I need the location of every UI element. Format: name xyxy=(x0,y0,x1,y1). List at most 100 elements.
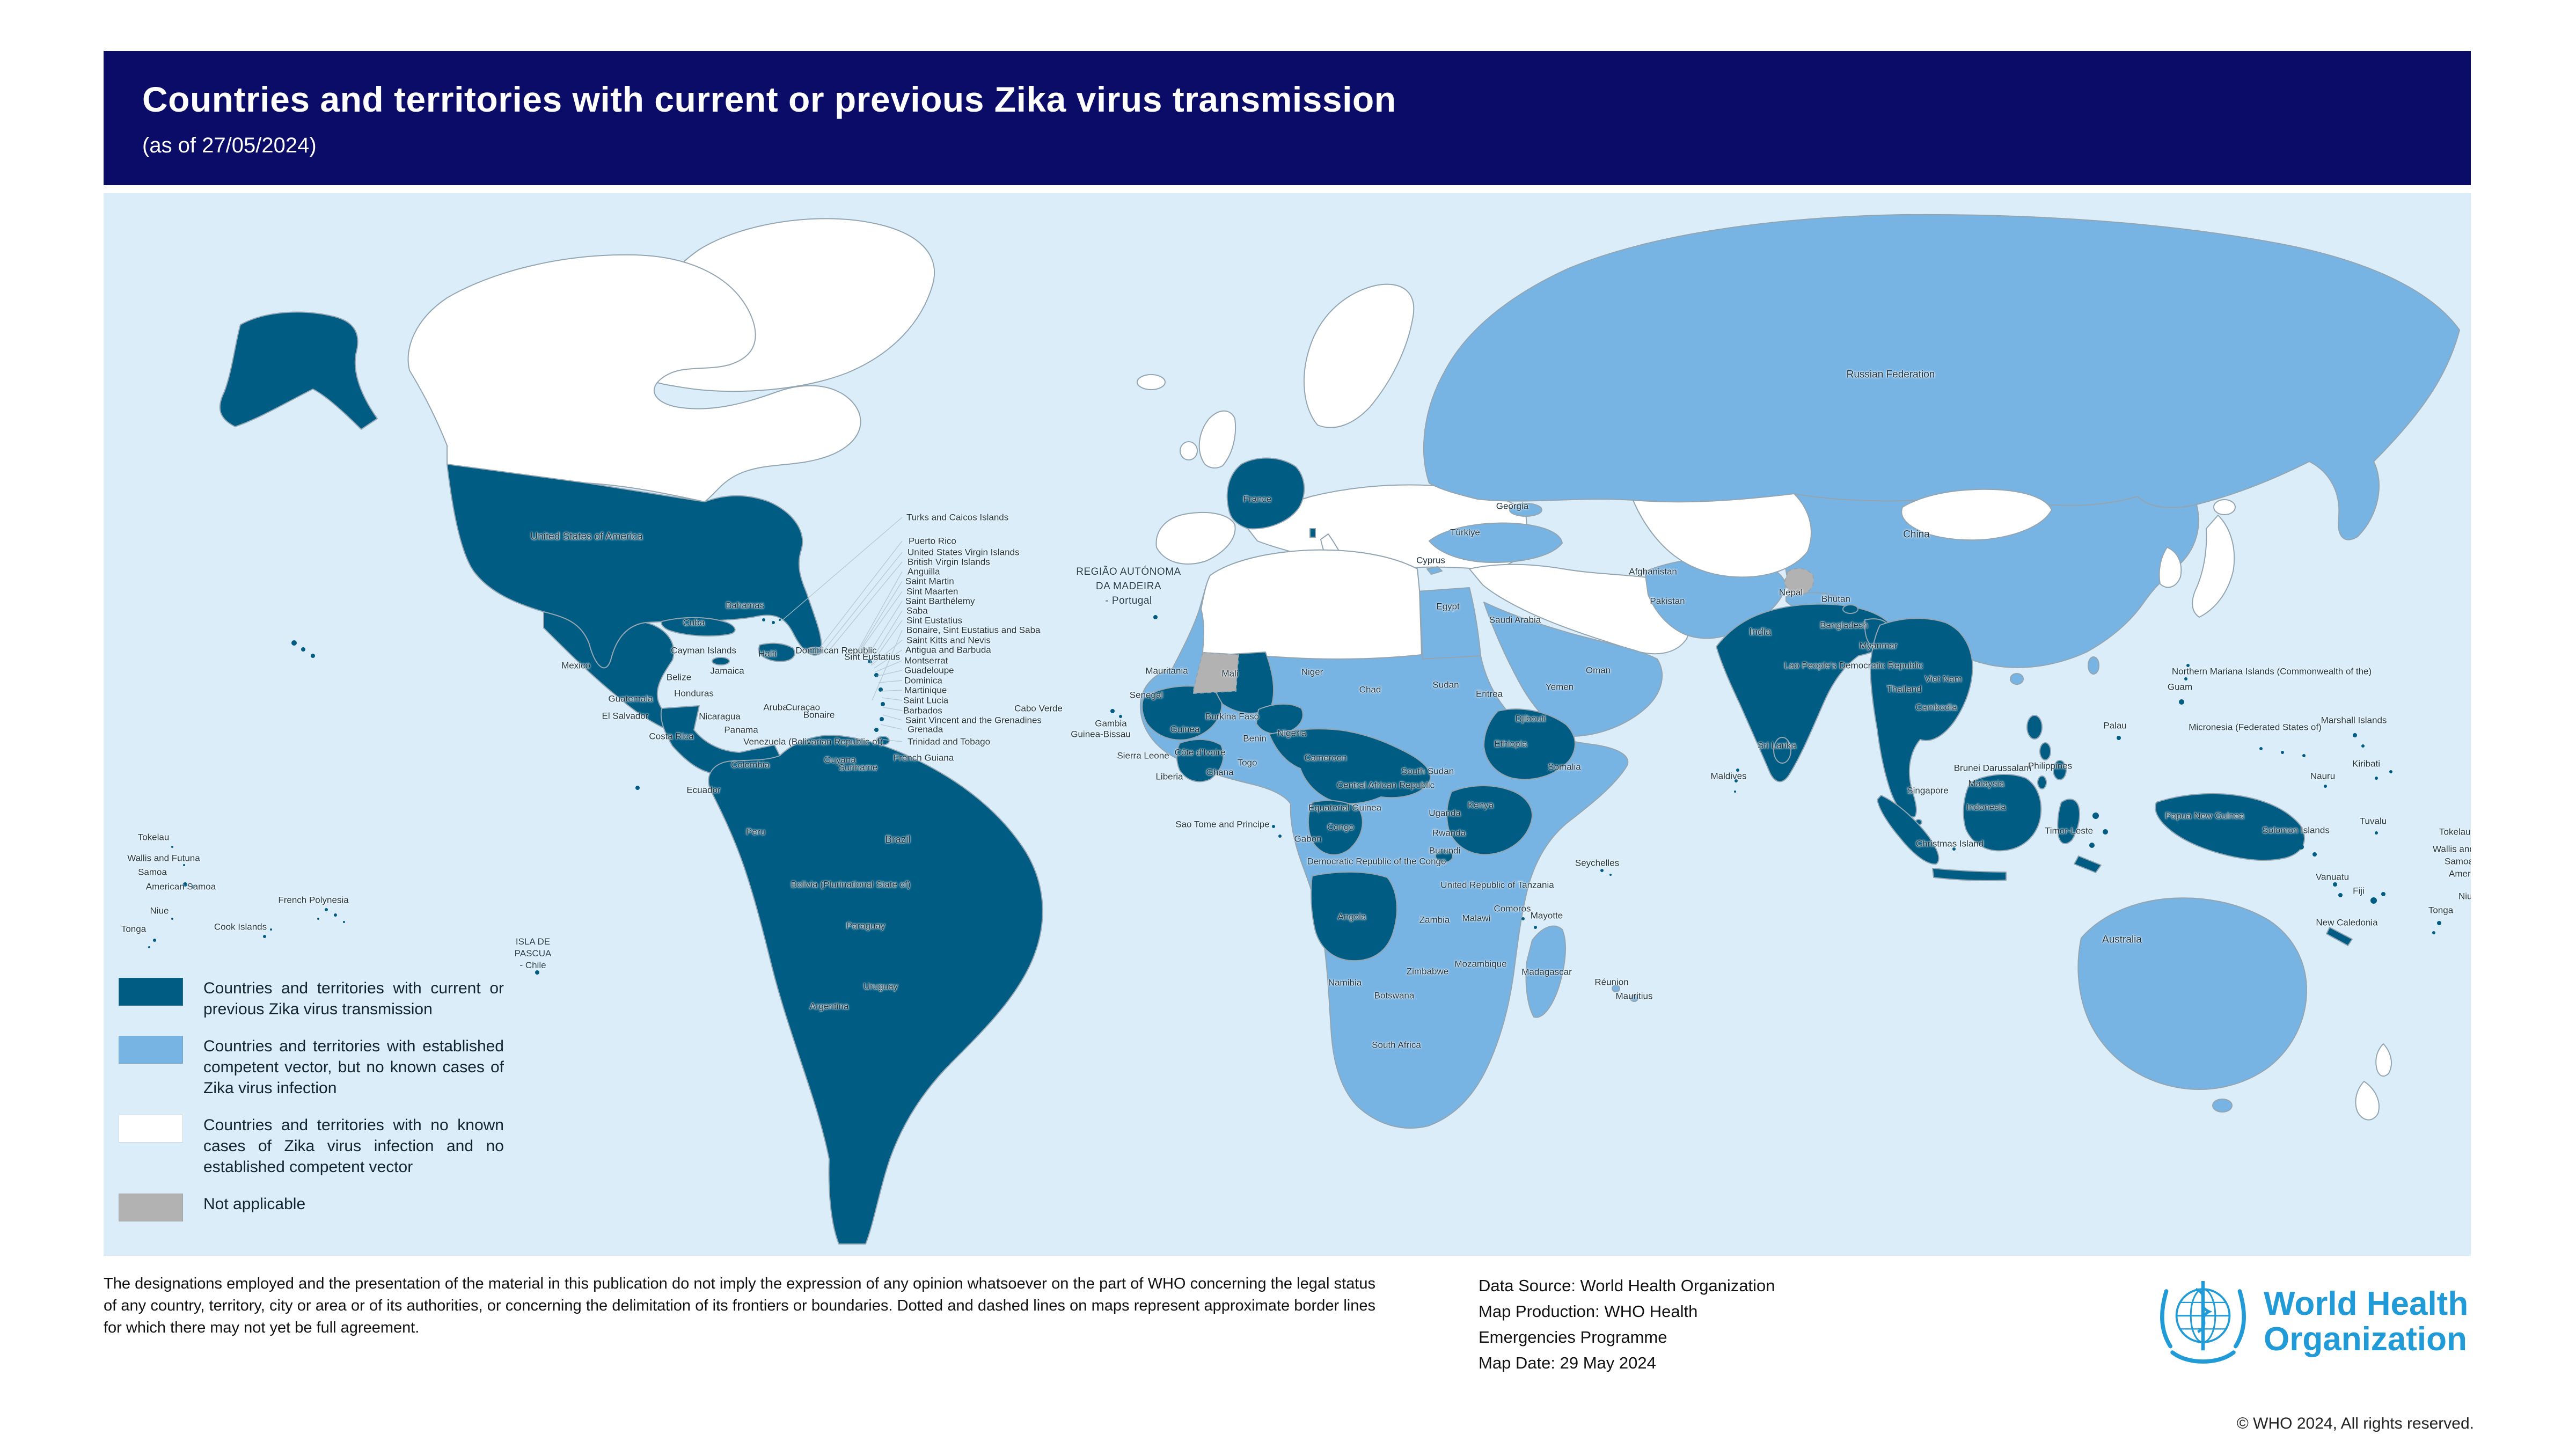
map-label: Saint Vincent and the Grenadines xyxy=(905,715,1042,726)
map-label: Niger xyxy=(1301,667,1323,677)
timor xyxy=(2074,855,2102,873)
map-label: Brunei Darussalam xyxy=(1953,763,2032,773)
map-label: United States Virgin Islands xyxy=(908,547,1020,558)
map-label: Sierra Leone xyxy=(1117,750,1169,761)
kazakhstan-central-asia xyxy=(1633,493,1812,578)
data-source-block: Data Source: World Health Organization Ma… xyxy=(1479,1273,1775,1376)
map-label: Saba xyxy=(906,605,928,616)
map-label: Réunion xyxy=(1594,977,1629,987)
map-label: Burundi xyxy=(1429,845,1461,856)
taiwan xyxy=(2088,656,2099,675)
map-label: Dominican Republic xyxy=(795,645,877,656)
philippines-visayas xyxy=(2039,742,2051,760)
map-label: Botswana xyxy=(1374,990,1415,1001)
map-label: Bhutan xyxy=(1821,594,1850,604)
legend-row: Countries and territories with current o… xyxy=(119,978,505,1020)
legend-row: Not applicable xyxy=(119,1194,505,1221)
sulawesi xyxy=(2057,799,2080,845)
map-label: Guinea xyxy=(1170,724,1200,735)
map-label: India xyxy=(1749,626,1772,638)
map-label: Tokelau xyxy=(137,832,170,843)
hokkaido xyxy=(2213,499,2236,515)
map-label: Nicaragua xyxy=(699,711,741,722)
new-caledonia-island xyxy=(2326,927,2353,946)
map-label: Cayman Islands xyxy=(671,645,736,656)
map-label: Guinea-Bissau xyxy=(1071,729,1131,740)
region-white-overlays xyxy=(1201,488,2392,1121)
map-label: Nigeria xyxy=(1277,728,1306,738)
map-label: Aruba xyxy=(763,702,788,713)
map-label: Cambodia xyxy=(1915,702,1957,713)
japan xyxy=(2192,515,2235,618)
small-islands xyxy=(148,591,2441,975)
map-label: Gambia xyxy=(1095,718,1127,729)
map-label: Nepal xyxy=(1779,587,1803,598)
mongolia xyxy=(1901,488,2052,541)
map-label: Bangladesh xyxy=(1820,620,1868,631)
map-label: Timor-Leste xyxy=(2044,825,2094,836)
map-label: Yemen xyxy=(1545,682,1574,692)
map-label: Oman xyxy=(1585,665,1611,676)
map-label: Saint Kitts and Nevis xyxy=(906,635,991,646)
map-legend: Countries and territories with current o… xyxy=(119,978,505,1238)
map-label: Equatorial Guinea xyxy=(1308,802,1382,813)
ireland xyxy=(1180,441,1198,460)
madagascar xyxy=(1525,925,1566,1018)
map-label: Montserrat xyxy=(904,655,948,666)
map-label: Myanmar xyxy=(1859,640,1898,651)
map-label: Solomon Islands xyxy=(2262,825,2330,836)
map-label: American Samoa xyxy=(2449,868,2471,879)
map-label: Tonga xyxy=(2428,905,2454,916)
australia xyxy=(2077,897,2307,1090)
map-label: Uruguay xyxy=(863,981,898,992)
map-label: Guatemala xyxy=(608,693,653,704)
cote-divoire xyxy=(1176,738,1224,782)
map-label: Mauritania xyxy=(1145,665,1188,676)
philippines-luzon xyxy=(2026,715,2043,740)
map-label: Mauritius xyxy=(1615,991,1653,1001)
map-label: Bahamas xyxy=(726,600,764,611)
map-label: Bonaire xyxy=(803,709,835,720)
jamaica-island xyxy=(712,657,730,665)
cyprus xyxy=(1426,566,1443,575)
map-label: Georgia xyxy=(1496,501,1529,511)
who-wordmark: World Health Organization xyxy=(2264,1285,2469,1358)
map-label: Colombia xyxy=(731,759,770,770)
legend-label: Not applicable xyxy=(203,1195,306,1213)
map-label: Sint Eustatius xyxy=(844,652,900,662)
map-label: Djibouti xyxy=(1515,713,1546,724)
map-label: Kenya xyxy=(1467,800,1494,810)
transmission-islands xyxy=(148,591,2441,975)
map-label: Cabo Verde xyxy=(1014,703,1063,714)
map-label: Zambia xyxy=(1419,914,1450,925)
map-label: Cyprus xyxy=(1416,555,1445,566)
western-sahara xyxy=(1192,652,1239,694)
legend-swatch xyxy=(119,1194,183,1221)
mauritius-island xyxy=(1630,994,1638,1002)
bhutan xyxy=(1842,604,1858,614)
map-label: Mozambique xyxy=(1454,958,1507,969)
map-label: South Sudan xyxy=(1401,766,1454,777)
map-label: Australia xyxy=(2102,934,2142,946)
data-source-line: Map Production: WHO Health xyxy=(1479,1302,1698,1321)
easter-island-note: ISLA DE PASCUA - Chile xyxy=(514,936,552,970)
india xyxy=(1716,603,1896,782)
legend-label: Countries and territories with establish… xyxy=(203,1037,504,1097)
map-label: Niue xyxy=(150,905,169,916)
who-emblem-icon xyxy=(2160,1281,2246,1364)
corsica xyxy=(1309,528,1316,538)
region-not-applicable xyxy=(1192,568,1814,694)
map-label: Fiji xyxy=(2353,885,2365,896)
who-logo-block: World Health Organization xyxy=(2152,1271,2474,1373)
map-label: Samoa xyxy=(138,867,167,877)
map-label: Paraguay xyxy=(846,920,885,931)
map-label: Sao Tome and Principe xyxy=(1175,819,1270,830)
map-label: Barbados xyxy=(903,705,942,716)
map-label: France xyxy=(1243,494,1272,504)
copyright-text: © WHO 2024, All rights reserved. xyxy=(2236,1415,2474,1432)
sri-lanka xyxy=(1773,737,1791,764)
hainan xyxy=(2010,673,2024,685)
map-label: Madagascar xyxy=(1521,967,1572,977)
tasmania xyxy=(2212,1099,2233,1113)
